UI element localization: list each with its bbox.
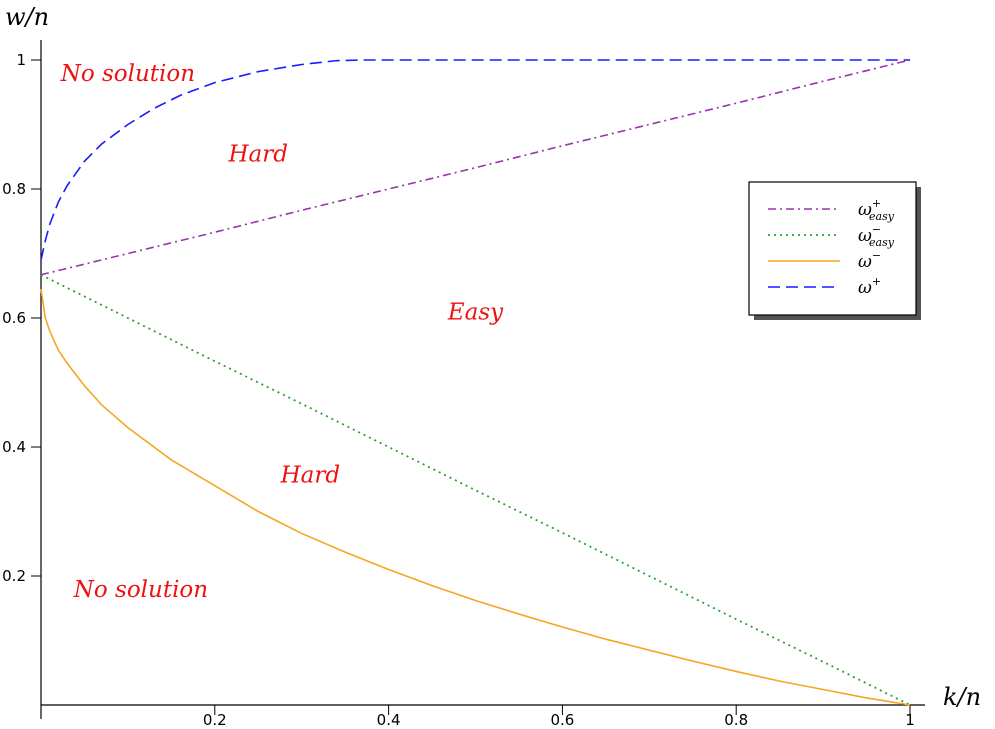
- series-omega-plus-easy: [40, 59, 911, 276]
- series-omega-minus: [40, 288, 911, 706]
- legend-label-omega-plus: ω+: [858, 275, 881, 298]
- region-label-easy: Easy: [447, 300, 504, 326]
- annotation-layer: No solution Hard Easy Hard No solution: [60, 61, 504, 603]
- region-label-no-solution-bottom: No solution: [73, 577, 208, 603]
- x-ticks: 0.2 0.4 0.6 0.8 1: [203, 705, 915, 729]
- y-tick-label: 0.4: [2, 438, 26, 456]
- y-tick-label: 0.8: [2, 180, 26, 198]
- y-tick-label: 0.2: [2, 567, 26, 585]
- legend-box: [748, 181, 917, 316]
- series-omega-plus: [40, 59, 910, 261]
- x-axis-title: k/n: [943, 683, 981, 711]
- region-label-hard-top: Hard: [228, 142, 289, 168]
- x-tick-label: 0.4: [377, 711, 401, 729]
- region-label-no-solution-top: No solution: [60, 61, 195, 87]
- x-tick-label: 1: [905, 711, 915, 729]
- legend-label-omega-plus-easy: ω+ easy: [858, 197, 895, 223]
- legend-label-omega-minus: ω−: [858, 249, 881, 272]
- series-layer: [40, 59, 911, 706]
- y-ticks: 0.2 0.4 0.6 0.8 1: [2, 51, 41, 585]
- x-tick-label: 0.8: [724, 711, 748, 729]
- region-label-hard-bottom: Hard: [280, 463, 341, 489]
- x-tick-label: 0.6: [550, 711, 574, 729]
- y-tick-label: 0.6: [2, 309, 26, 327]
- y-tick-label: 1: [16, 51, 26, 69]
- x-tick-label: 0.2: [203, 711, 227, 729]
- axes: 0.2 0.4 0.6 0.8 1 0.2 0.4 0.6 0.8 1 w/n k/n: [2, 3, 981, 729]
- series-omega-minus-easy: [40, 273, 911, 706]
- legend-label-omega-minus-easy: ω− easy: [858, 223, 895, 249]
- y-axis-title: w/n: [5, 3, 49, 31]
